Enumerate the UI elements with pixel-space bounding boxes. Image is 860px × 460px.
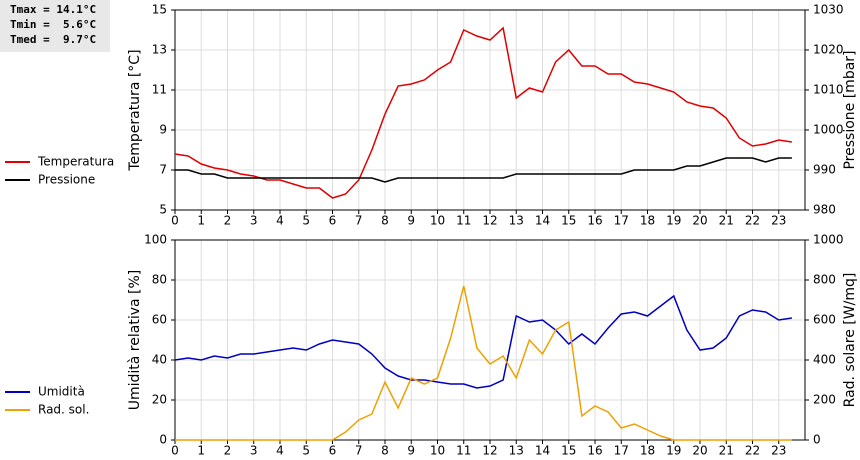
series-line bbox=[174, 26, 792, 199]
series-line bbox=[175, 285, 792, 441]
y-tick-label: 15 bbox=[152, 3, 167, 17]
x-tick-label: 18 bbox=[640, 444, 655, 458]
y2-tick-label: 1000 bbox=[813, 233, 844, 247]
x-tick-label: 14 bbox=[535, 214, 550, 228]
y2-tick-label: 0 bbox=[813, 433, 821, 447]
stat-line: Tmin = 5.6°C bbox=[10, 18, 96, 31]
x-tick-label: 18 bbox=[640, 214, 655, 228]
x-tick-label: 16 bbox=[587, 444, 602, 458]
series-line bbox=[175, 157, 792, 183]
legend-label: Temperatura bbox=[37, 155, 114, 169]
x-tick-label: 2 bbox=[224, 214, 232, 228]
x-tick-label: 3 bbox=[250, 214, 258, 228]
x-tick-label: 15 bbox=[561, 444, 576, 458]
y2-tick-label: 600 bbox=[813, 313, 836, 327]
x-tick-label: 1 bbox=[197, 214, 205, 228]
stats-box bbox=[0, 0, 110, 52]
y-tick-label: 11 bbox=[152, 83, 167, 97]
x-tick-label: 6 bbox=[329, 444, 337, 458]
x-tick-label: 12 bbox=[482, 444, 497, 458]
y2-tick-label: 1010 bbox=[813, 83, 844, 97]
x-tick-label: 22 bbox=[745, 214, 760, 228]
x-tick-label: 11 bbox=[456, 444, 471, 458]
x-tick-label: 7 bbox=[355, 444, 363, 458]
y2-axis-label: Rad. solare [W/mq] bbox=[842, 273, 858, 408]
x-tick-label: 8 bbox=[381, 444, 389, 458]
x-tick-label: 20 bbox=[692, 214, 707, 228]
x-tick-label: 0 bbox=[171, 444, 179, 458]
y-tick-label: 100 bbox=[144, 233, 167, 247]
y-tick-label: 9 bbox=[159, 123, 167, 137]
x-tick-label: 0 bbox=[171, 214, 179, 228]
x-tick-label: 20 bbox=[692, 444, 707, 458]
y2-tick-label: 1000 bbox=[813, 123, 844, 137]
y-tick-label: 20 bbox=[152, 393, 167, 407]
x-tick-label: 14 bbox=[535, 444, 550, 458]
stat-line: Tmax = 14.1°C bbox=[10, 3, 96, 16]
y-tick-label: 13 bbox=[152, 43, 167, 57]
x-tick-label: 21 bbox=[719, 214, 734, 228]
y-tick-label: 80 bbox=[152, 273, 167, 287]
y-tick-label: 7 bbox=[159, 163, 167, 177]
y-tick-label: 5 bbox=[159, 203, 167, 217]
x-tick-label: 1 bbox=[197, 444, 205, 458]
y2-axis-label: Pressione [mbar] bbox=[842, 50, 858, 169]
y2-tick-label: 1030 bbox=[813, 3, 844, 17]
plot-frame bbox=[174, 239, 806, 441]
y-tick-label: 60 bbox=[152, 313, 167, 327]
legend-label: Pressione bbox=[38, 173, 95, 187]
x-tick-label: 4 bbox=[276, 444, 284, 458]
x-tick-label: 5 bbox=[302, 214, 310, 228]
x-tick-label: 23 bbox=[771, 444, 786, 458]
y-tick-label: 0 bbox=[159, 433, 167, 447]
x-tick-label: 8 bbox=[381, 214, 389, 228]
plot-frame bbox=[174, 9, 806, 211]
x-tick-label: 19 bbox=[666, 214, 681, 228]
x-tick-label: 16 bbox=[587, 214, 602, 228]
x-tick-label: 7 bbox=[355, 214, 363, 228]
x-tick-label: 23 bbox=[771, 214, 786, 228]
x-tick-label: 9 bbox=[407, 214, 415, 228]
x-tick-label: 5 bbox=[302, 444, 310, 458]
stat-line: Tmed = 9.7°C bbox=[10, 33, 96, 46]
y2-tick-label: 980 bbox=[813, 203, 836, 217]
x-tick-label: 9 bbox=[407, 444, 415, 458]
y-axis-label: Umidità relativa [%] bbox=[127, 270, 143, 411]
x-tick-label: 3 bbox=[250, 444, 258, 458]
x-tick-label: 17 bbox=[614, 444, 629, 458]
y2-tick-label: 200 bbox=[813, 393, 836, 407]
x-tick-label: 11 bbox=[456, 214, 471, 228]
x-tick-label: 13 bbox=[509, 214, 524, 228]
legend-label: Umidità bbox=[38, 385, 85, 399]
y2-tick-label: 1020 bbox=[813, 43, 844, 57]
x-tick-label: 19 bbox=[666, 444, 681, 458]
x-tick-label: 21 bbox=[719, 444, 734, 458]
x-tick-label: 2 bbox=[224, 444, 232, 458]
legend-label: Rad. sol. bbox=[38, 403, 89, 417]
y-axis-label: Temperatura [°C] bbox=[127, 49, 143, 171]
y-tick-label: 40 bbox=[152, 353, 167, 367]
y2-tick-label: 400 bbox=[813, 353, 836, 367]
x-tick-label: 12 bbox=[482, 214, 497, 228]
x-tick-label: 10 bbox=[430, 214, 445, 228]
series-line bbox=[174, 294, 792, 389]
y2-tick-label: 800 bbox=[813, 273, 836, 287]
x-tick-label: 15 bbox=[561, 214, 576, 228]
x-tick-label: 22 bbox=[745, 444, 760, 458]
y2-tick-label: 990 bbox=[813, 163, 836, 177]
x-tick-label: 17 bbox=[614, 214, 629, 228]
x-tick-label: 4 bbox=[276, 214, 284, 228]
x-tick-label: 6 bbox=[329, 214, 337, 228]
x-tick-label: 10 bbox=[430, 444, 445, 458]
x-tick-label: 13 bbox=[509, 444, 524, 458]
